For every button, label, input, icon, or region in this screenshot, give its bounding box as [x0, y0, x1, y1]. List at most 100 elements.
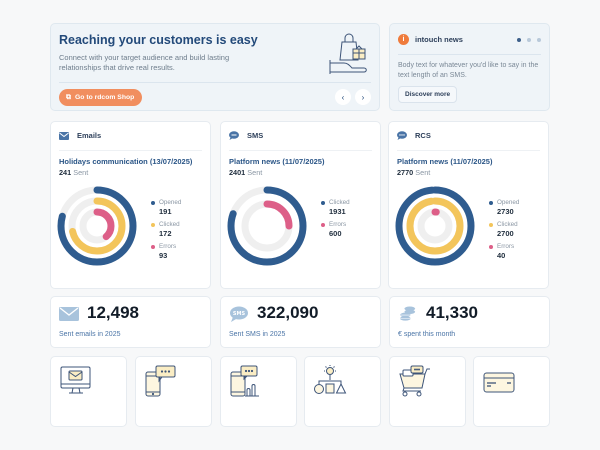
card-divider: [397, 150, 540, 151]
go-to-shop-label: Go to rdcom Shop: [75, 94, 135, 101]
discover-more-button[interactable]: Discover more: [398, 86, 458, 103]
sent-count: 2401 Sent: [229, 168, 262, 177]
legend-label: Errors: [497, 243, 515, 250]
kpi-spend: 41,330 € spent this month: [389, 296, 550, 348]
sent-label: Sent: [247, 168, 263, 177]
radial-chart: [227, 186, 307, 266]
legend-item-opened: Opened 191: [151, 199, 181, 216]
chevron-left-icon: ‹: [341, 92, 345, 102]
radial-chart: [57, 186, 137, 266]
tile-sms-campaign[interactable]: [135, 356, 212, 427]
external-link-icon: ⧉: [66, 93, 71, 101]
campaign-name[interactable]: Platform news (11/07/2025): [397, 157, 493, 166]
legend-value: 1931: [329, 207, 346, 216]
tile-billing[interactable]: [473, 356, 550, 427]
channel-title: RCS: [415, 131, 431, 140]
kpi-value: 41,330: [426, 303, 478, 322]
kpi-sent-emails: 12,498 Sent emails in 2025: [50, 296, 211, 348]
campaign-name[interactable]: Platform news (11/07/2025): [229, 157, 325, 166]
phone-chart-icon: [230, 365, 259, 397]
carousel-dot[interactable]: [537, 38, 541, 42]
sent-count: 241 Sent: [59, 168, 88, 177]
hand-gift-bag-icon: [329, 33, 367, 74]
carousel-dots: [517, 38, 541, 42]
tile-sms-statistics[interactable]: [220, 356, 297, 427]
ring-opened: [395, 186, 475, 266]
news-card: i intouch news Body text for whatever yo…: [389, 23, 550, 111]
kpi-sent-sms: SMS 322,090 Sent SMS in 2025: [220, 296, 381, 348]
channel-title: Emails: [77, 131, 102, 140]
legend-bullet: [489, 245, 493, 249]
monitor-email-icon: [60, 366, 91, 394]
hero-description: Connect with your target audience and bu…: [59, 53, 230, 72]
legend-item-opened: Opened 2730: [489, 199, 519, 216]
channel-title: SMS: [247, 131, 264, 140]
tile-email-campaign[interactable]: [50, 356, 127, 427]
legend-label: Opened: [159, 199, 182, 206]
legend-bullet: [151, 245, 155, 249]
ring-errors: [417, 208, 453, 244]
svg-text:SMS: SMS: [233, 311, 246, 317]
card-divider: [229, 150, 372, 151]
legend-bullet: [489, 223, 493, 227]
coins-icon: [400, 306, 416, 321]
legend-bullet: [151, 223, 155, 227]
chart-legend: Opened 191 Clicked 172 Errors 93: [151, 199, 181, 265]
sent-value: 241: [59, 168, 72, 177]
hero-title: Reaching your customers is easy: [59, 33, 258, 47]
ring-clicked: [227, 186, 307, 266]
kpi-label: Sent SMS in 2025: [229, 331, 286, 338]
carousel-dot[interactable]: [517, 38, 521, 42]
legend-label: Opened: [497, 199, 520, 206]
ring-clicked: [68, 197, 126, 255]
legend-label: Errors: [329, 221, 347, 228]
phone-message-icon: [145, 365, 176, 397]
legend-bullet: [321, 201, 325, 205]
sent-value: 2770: [397, 168, 414, 177]
intouch-logo-icon: i: [398, 34, 409, 45]
legend-label: Clicked: [329, 199, 350, 206]
legend-value: 600: [329, 229, 342, 238]
go-to-shop-button[interactable]: ⧉ Go to rdcom Shop: [59, 89, 143, 106]
legend-value: 2700: [497, 229, 514, 238]
tile-shop[interactable]: [389, 356, 466, 427]
hero-divider: [59, 82, 371, 83]
news-title: intouch news: [415, 35, 463, 44]
kpi-value: 12,498: [87, 303, 139, 322]
legend-item-errors: Errors 40: [489, 243, 519, 260]
envelope-icon: [59, 307, 79, 321]
chart-legend: Clicked 1931 Errors 600: [321, 199, 350, 243]
radial-chart: [395, 186, 475, 266]
ring-errors: [79, 208, 115, 244]
kpi-value: 322,090: [257, 303, 319, 322]
legend-item-errors: Errors 600: [321, 221, 350, 238]
shopping-cart-icon: [399, 365, 430, 397]
tile-workflow[interactable]: [304, 356, 381, 427]
emails-stat-card: Emails Holidays communication (13/07/202…: [50, 121, 211, 289]
carousel-prev-button[interactable]: ‹: [335, 89, 351, 105]
hero-banner: Reaching your customers is easy Connect …: [50, 23, 380, 111]
news-divider: [398, 54, 541, 55]
campaign-name[interactable]: Holidays communication (13/07/2025): [59, 157, 193, 166]
sent-label: Sent: [415, 168, 431, 177]
kpi-label: € spent this month: [398, 331, 456, 338]
sent-count: 2770 Sent: [397, 168, 430, 177]
legend-label: Errors: [159, 243, 177, 250]
legend-value: 2730: [497, 207, 514, 216]
legend-bullet: [321, 223, 325, 227]
rcs-chat-icon: [397, 131, 407, 140]
sent-value: 2401: [229, 168, 246, 177]
legend-item-clicked: Clicked 172: [151, 221, 181, 238]
legend-label: Clicked: [497, 221, 518, 228]
ring-errors: [241, 200, 293, 252]
card-divider: [59, 150, 202, 151]
ring-clicked: [406, 197, 464, 255]
legend-value: 93: [159, 251, 168, 260]
carousel-dot[interactable]: [527, 38, 531, 42]
legend-item-clicked: Clicked 2700: [489, 221, 519, 238]
legend-bullet: [489, 201, 493, 205]
kpi-label: Sent emails in 2025: [59, 331, 121, 338]
carousel-next-button[interactable]: ›: [355, 89, 371, 105]
sms-stat-card: SMS Platform news (11/07/2025) 2401 Sent…: [220, 121, 381, 289]
legend-value: 191: [159, 207, 172, 216]
